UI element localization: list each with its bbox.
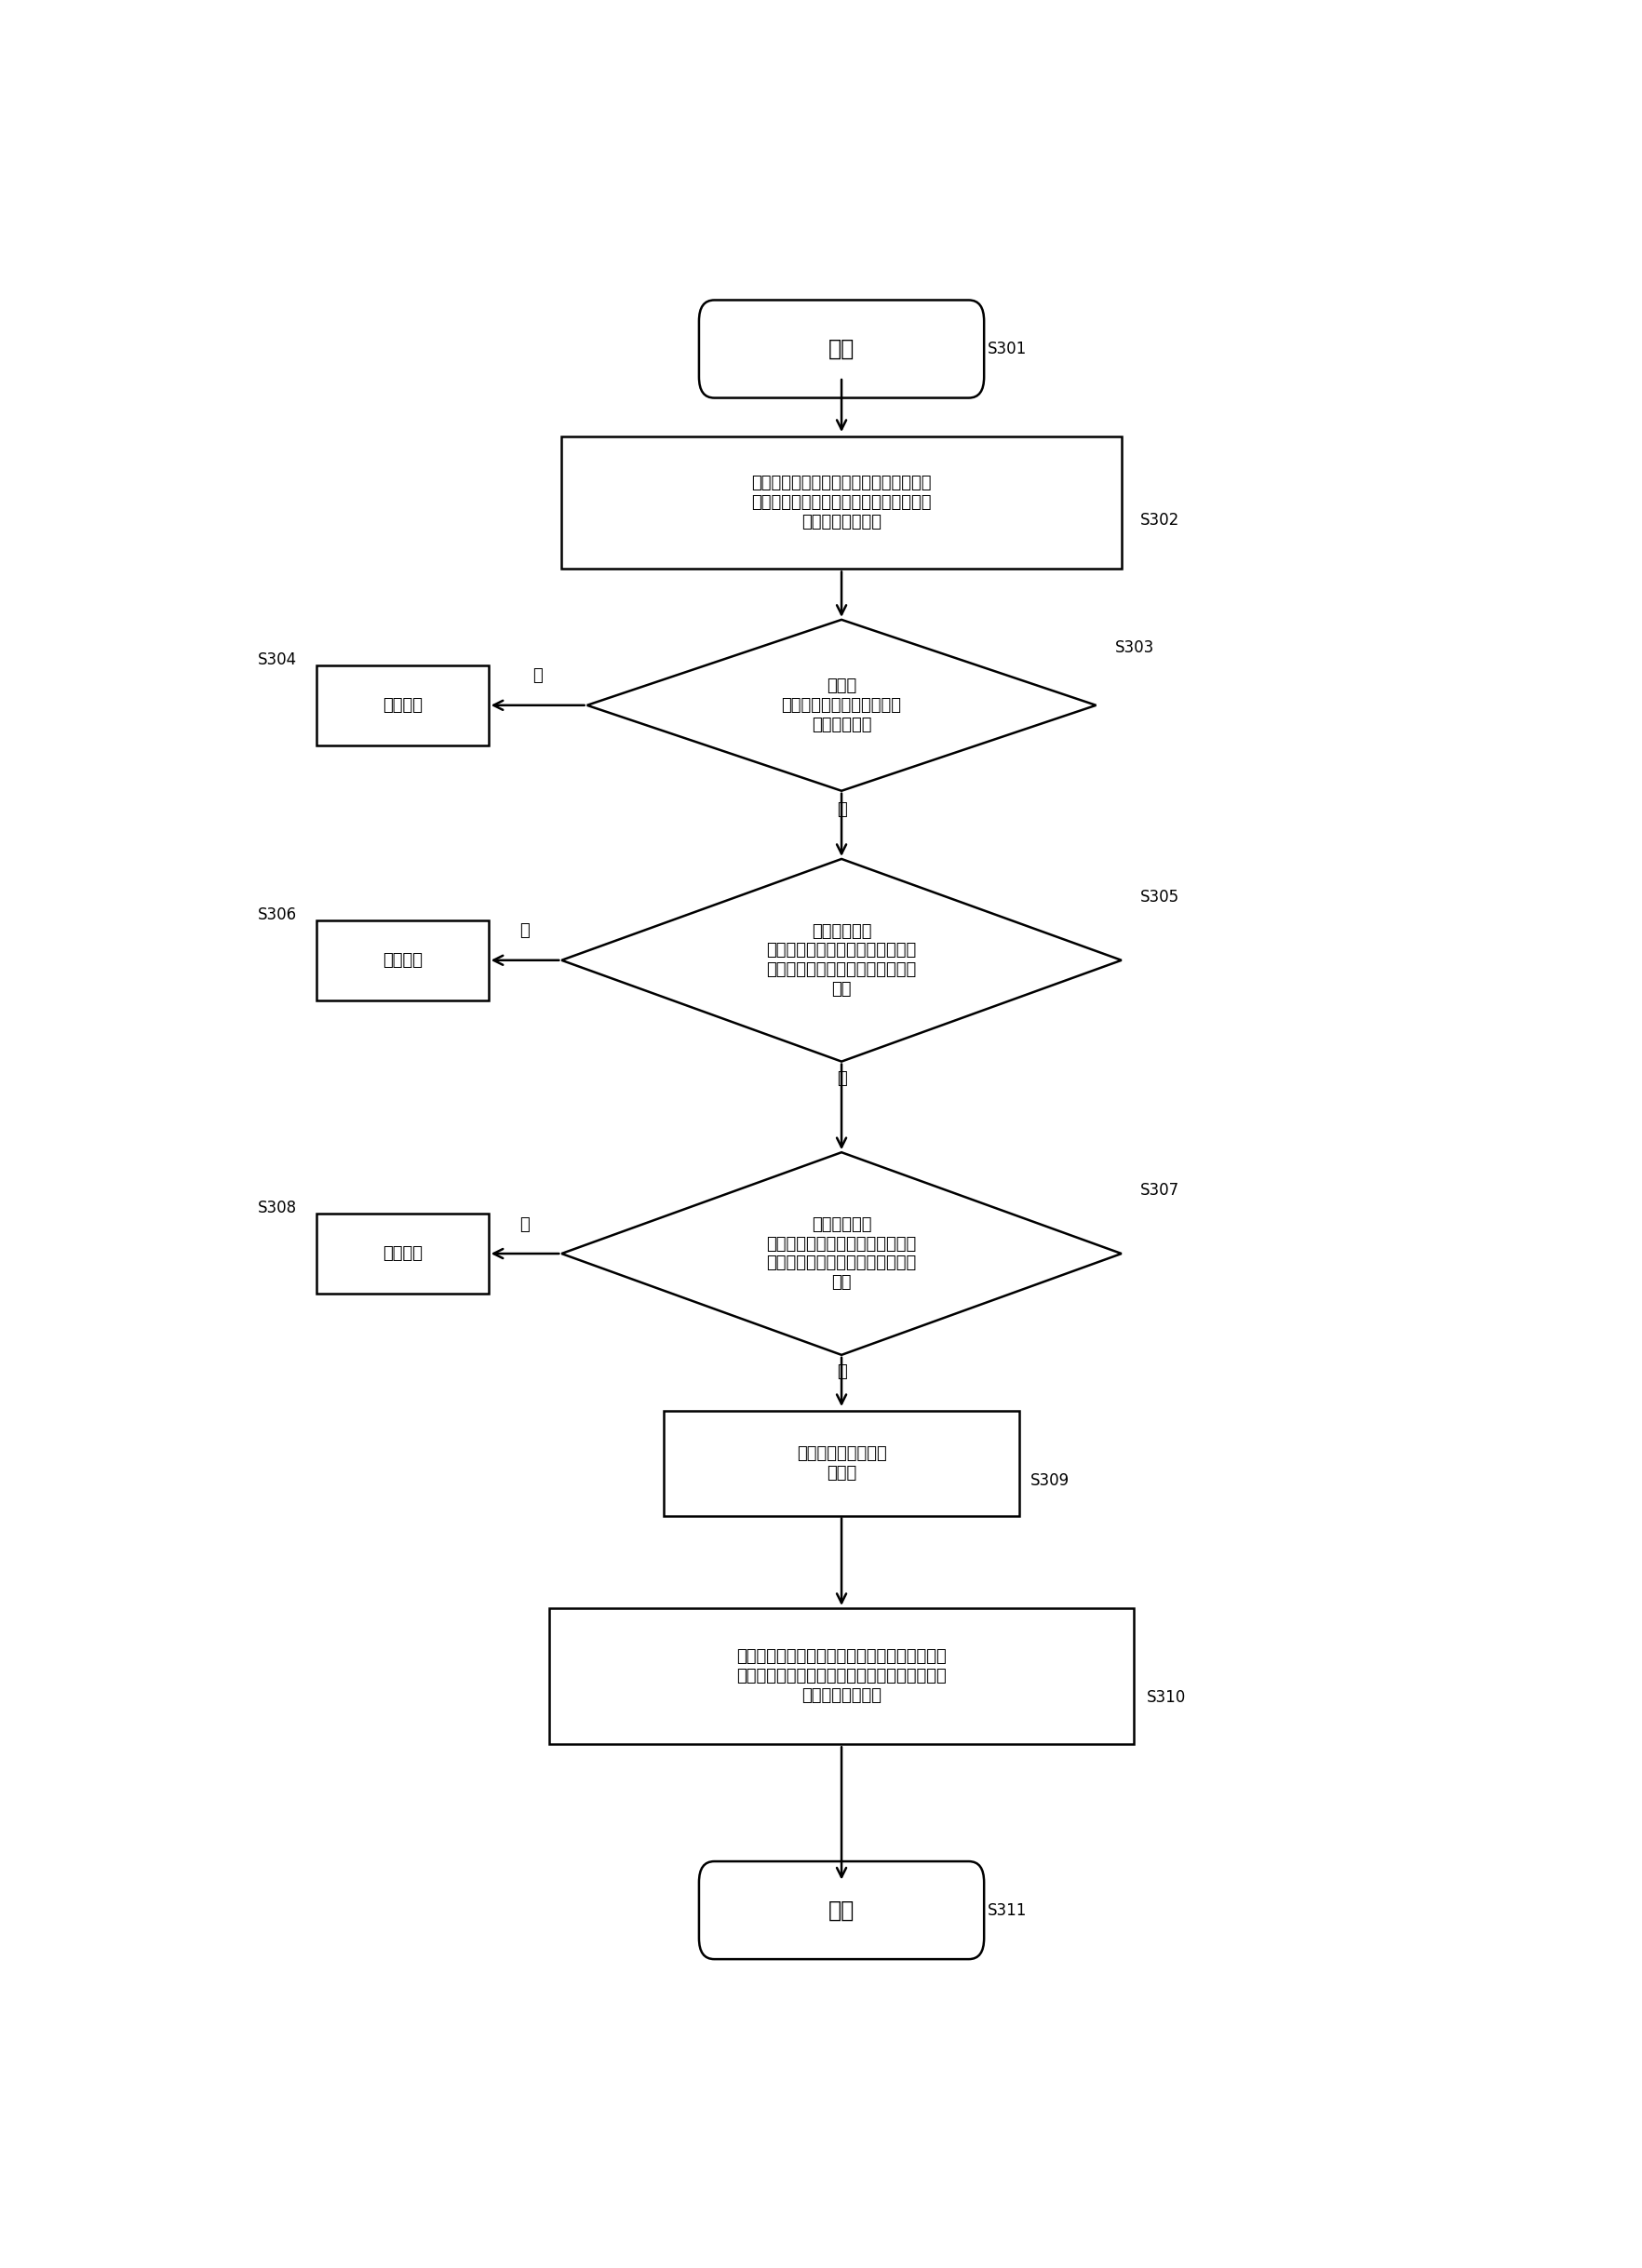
Text: 是: 是	[836, 801, 847, 819]
Text: S311: S311	[988, 1903, 1028, 1919]
Bar	[562, 435, 1121, 569]
Text: 槽位检测单元
获取子卡所插入当前槽位的编码，
判断当前槽位是否为该子卡的适用
槽位: 槽位检测单元 获取子卡所插入当前槽位的编码， 判断当前槽位是否为该子卡的适用 槽…	[767, 1216, 916, 1290]
Text: 否: 否	[521, 923, 530, 939]
Text: 机箱检测单元
获取子卡所插入当前机箱的编码，
判断当前机箱是否为该子卡的适用
机箱: 机箱检测单元 获取子卡所插入当前机箱的编码， 判断当前机箱是否为该子卡的适用 机…	[767, 923, 916, 998]
Bar	[663, 1411, 1020, 1515]
Text: S310: S310	[1146, 1690, 1186, 1706]
Text: S301: S301	[988, 340, 1028, 358]
Text: 子卡的连接针组插入背板的连接器，通过
接口系统的防误插结构单元防止子卡插入
连接器的错误槽位: 子卡的连接针组插入背板的连接器，通过 接口系统的防误插结构单元防止子卡插入 连接…	[752, 474, 931, 531]
Text: S302: S302	[1141, 513, 1181, 528]
Text: 开始: 开始	[828, 338, 855, 361]
Polygon shape	[562, 860, 1121, 1061]
Text: S308: S308	[258, 1200, 297, 1216]
Text: 结束: 结束	[828, 1898, 855, 1921]
Text: 提示报警: 提示报警	[383, 1245, 422, 1261]
Bar	[548, 1608, 1135, 1744]
FancyBboxPatch shape	[699, 299, 984, 397]
Text: S306: S306	[258, 907, 297, 923]
Polygon shape	[562, 1152, 1121, 1354]
Text: 板在位
检测单元检测所述子卡是否
正确插入到位: 板在位 检测单元检测所述子卡是否 正确插入到位	[782, 678, 901, 733]
Text: 否: 否	[532, 667, 544, 685]
Text: S305: S305	[1141, 889, 1181, 905]
Text: 是: 是	[836, 1363, 847, 1381]
Polygon shape	[588, 619, 1097, 792]
Text: S303: S303	[1115, 640, 1154, 655]
Text: 提示报警: 提示报警	[383, 953, 422, 968]
Text: S309: S309	[1030, 1472, 1069, 1490]
Bar	[317, 665, 488, 746]
Text: S304: S304	[258, 651, 297, 669]
Text: 子卡启动运行，通过动态检测单元实时地监测子
卡的工作状态，子卡正常工作时，向控制系统上
报一动态脉冲信号: 子卡启动运行，通过动态检测单元实时地监测子 卡的工作状态，子卡正常工作时，向控制…	[737, 1649, 946, 1703]
Text: 否: 否	[521, 1216, 530, 1234]
Text: 提示报警: 提示报警	[383, 696, 422, 714]
Bar	[317, 1213, 488, 1293]
Bar	[317, 921, 488, 1000]
Text: S307: S307	[1141, 1182, 1181, 1200]
FancyBboxPatch shape	[699, 1862, 984, 1960]
Text: 是: 是	[836, 1070, 847, 1086]
Text: 子卡完成正常的初始
化工作: 子卡完成正常的初始 化工作	[796, 1445, 887, 1481]
